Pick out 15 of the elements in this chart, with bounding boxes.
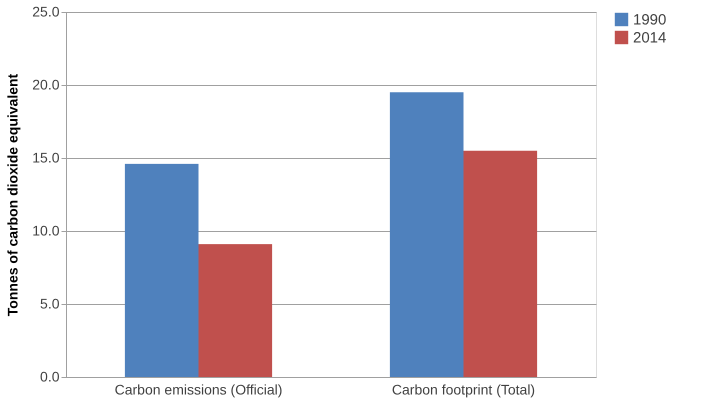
y-tick-label: 20.0 (32, 76, 60, 92)
y-tick-label: 5.0 (40, 296, 60, 312)
y-axis-title: Tonnes of carbon dioxide equivalent (4, 73, 20, 316)
y-tick-label: 25.0 (32, 4, 60, 20)
bar (198, 244, 272, 377)
legend-label: 1990 (633, 12, 666, 28)
y-tick-label: 10.0 (32, 222, 60, 238)
x-tick-label: Carbon footprint (Total) (392, 382, 536, 398)
bar (390, 92, 464, 377)
x-tick-label: Carbon emissions (Official) (114, 382, 282, 398)
y-tick-label: 0.0 (40, 368, 60, 384)
y-tick-label: 15.0 (32, 150, 60, 166)
bar (464, 150, 538, 377)
bar (124, 164, 198, 377)
legend-label: 2014 (633, 30, 666, 46)
